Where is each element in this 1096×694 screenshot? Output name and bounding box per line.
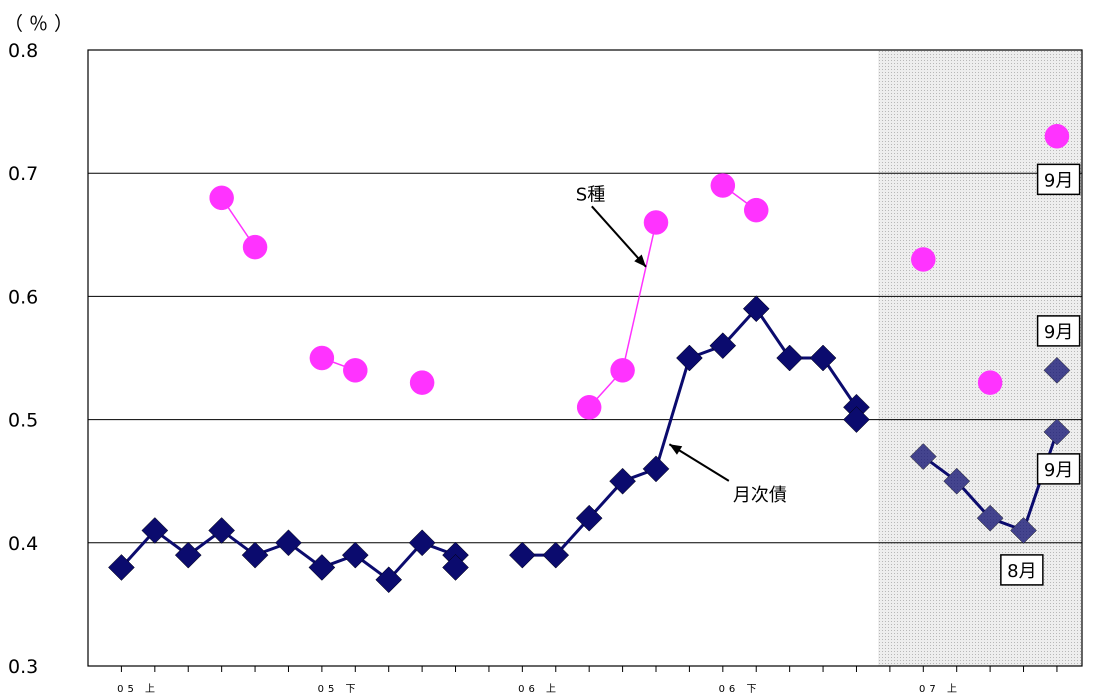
data-point-monthly [174, 541, 202, 569]
x-tick-label: 06 上 [518, 683, 560, 694]
data-point-monthly-texture [910, 443, 937, 470]
data-point-monthly [208, 517, 236, 544]
data-point-monthly [375, 566, 403, 594]
data-point-s-type [710, 173, 736, 198]
y-tick-label: 0.5 [8, 410, 38, 432]
annotation-label: S種 [576, 184, 605, 205]
data-point-monthly [542, 541, 570, 569]
data-point-s-type [911, 247, 936, 272]
data-point-monthly [609, 467, 636, 495]
data-point-monthly-texture [1010, 517, 1037, 544]
month-label-box [1036, 453, 1081, 485]
data-point-s-type [610, 358, 635, 383]
data-point-monthly [408, 529, 436, 557]
y-tick-label: 0.4 [8, 533, 38, 555]
data-point-s-type [1044, 123, 1070, 149]
data-point-monthly [308, 554, 336, 581]
data-point-monthly [709, 332, 737, 360]
data-point-s-type [309, 345, 335, 371]
data-point-monthly [108, 554, 135, 581]
data-point-monthly [442, 554, 469, 581]
data-point-monthly [575, 504, 603, 532]
month-label: 9月 [1044, 170, 1073, 191]
data-point-s-type [576, 395, 602, 420]
x-tick-label: 07 上 [919, 683, 961, 694]
y-axis-unit-label: （％） [4, 13, 79, 35]
x-tick-label: 05 下 [318, 684, 360, 694]
data-point-monthly-texture [1043, 418, 1070, 445]
annotation-arrow-head [634, 254, 646, 267]
month-label-box [1036, 315, 1081, 347]
data-point-s-type [743, 197, 769, 223]
data-point-monthly [676, 344, 703, 372]
data-point-monthly [809, 344, 837, 372]
data-point-monthly [341, 541, 369, 569]
data-point-monthly-texture [943, 468, 970, 495]
data-point-s-type [242, 234, 268, 260]
data-point-monthly [141, 517, 169, 544]
x-tick-label: 05 上 [117, 683, 159, 694]
data-point-s-type [209, 185, 234, 211]
data-point-monthly [776, 344, 804, 372]
data-point-monthly [241, 541, 269, 569]
data-point-monthly [642, 455, 670, 483]
annotation-arrow-head [669, 444, 683, 455]
shaded-region [878, 50, 1082, 666]
data-point-monthly [275, 529, 302, 557]
annotation-label: 月次債 [733, 485, 787, 506]
data-point-monthly-texture [1043, 357, 1070, 384]
y-tick-label: 0.7 [8, 163, 38, 185]
plot-frame [87, 49, 1083, 667]
annotation-arrow-line [591, 205, 647, 268]
x-tick-label: 06 下 [719, 684, 761, 694]
data-point-s-type [409, 370, 435, 395]
month-label: 9月 [1044, 322, 1073, 343]
y-tick-label: 0.8 [8, 40, 38, 62]
data-point-monthly [843, 406, 870, 433]
month-label: 8月 [1007, 561, 1036, 582]
month-label-box [1000, 554, 1044, 586]
month-label: 9月 [1044, 460, 1073, 481]
data-point-s-type [343, 358, 368, 383]
data-point-monthly [742, 295, 770, 323]
data-point-monthly-texture [977, 505, 1004, 532]
y-tick-label: 0.6 [8, 286, 38, 308]
data-point-monthly [508, 541, 536, 569]
y-tick-label: 0.3 [8, 656, 38, 678]
data-point-s-type [977, 370, 1003, 395]
data-point-s-type [643, 210, 669, 235]
month-label-box [1036, 163, 1081, 196]
